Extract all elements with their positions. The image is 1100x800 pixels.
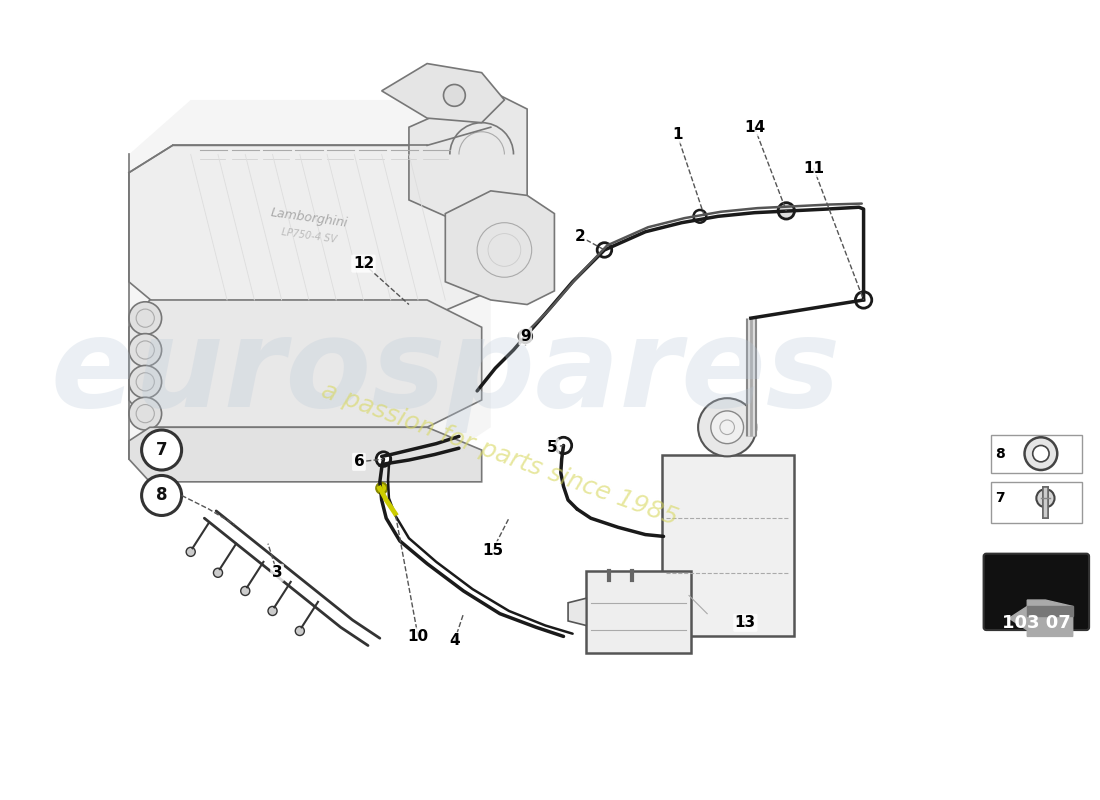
Circle shape: [556, 438, 572, 454]
Circle shape: [295, 626, 305, 635]
Polygon shape: [1009, 600, 1072, 637]
Circle shape: [693, 210, 706, 222]
Text: 8: 8: [156, 486, 167, 505]
Text: 6: 6: [353, 454, 364, 470]
Circle shape: [129, 334, 162, 366]
FancyBboxPatch shape: [991, 434, 1081, 473]
Circle shape: [443, 85, 465, 106]
Polygon shape: [129, 300, 482, 427]
Text: 9: 9: [520, 329, 530, 344]
Circle shape: [519, 330, 531, 342]
Circle shape: [856, 292, 872, 308]
Polygon shape: [662, 454, 793, 637]
Circle shape: [241, 586, 250, 595]
Circle shape: [129, 302, 162, 334]
Text: 3: 3: [272, 566, 283, 580]
Polygon shape: [129, 146, 491, 318]
Polygon shape: [586, 571, 691, 653]
Circle shape: [1033, 446, 1049, 462]
Circle shape: [129, 398, 162, 430]
Circle shape: [186, 547, 196, 556]
Circle shape: [142, 430, 182, 470]
Circle shape: [142, 475, 182, 515]
Circle shape: [711, 411, 744, 444]
Polygon shape: [409, 91, 527, 236]
Circle shape: [268, 606, 277, 615]
Polygon shape: [129, 100, 491, 482]
Text: LP750-4 SV: LP750-4 SV: [280, 227, 338, 245]
Text: 7: 7: [156, 441, 167, 459]
FancyBboxPatch shape: [991, 482, 1081, 522]
Polygon shape: [129, 427, 482, 482]
Circle shape: [778, 202, 794, 219]
Text: 15: 15: [482, 542, 503, 558]
Text: eurospares: eurospares: [51, 312, 840, 434]
Polygon shape: [1027, 606, 1072, 615]
Text: a passion for parts since 1985: a passion for parts since 1985: [318, 378, 682, 530]
Text: 8: 8: [996, 446, 1005, 461]
Circle shape: [376, 482, 387, 494]
Text: Lamborghini: Lamborghini: [270, 206, 349, 230]
Polygon shape: [382, 63, 505, 122]
Circle shape: [129, 366, 162, 398]
Text: 13: 13: [735, 615, 756, 630]
Circle shape: [1024, 438, 1057, 470]
Text: 7: 7: [996, 491, 1005, 506]
Text: 12: 12: [353, 256, 374, 271]
Circle shape: [698, 398, 757, 456]
Text: 4: 4: [449, 634, 460, 649]
Text: 10: 10: [407, 629, 429, 644]
Circle shape: [376, 452, 390, 466]
Text: 11: 11: [803, 161, 824, 176]
Text: 14: 14: [744, 120, 764, 134]
Circle shape: [597, 242, 612, 258]
Polygon shape: [568, 598, 586, 626]
Circle shape: [1036, 489, 1055, 507]
Polygon shape: [446, 191, 554, 305]
Circle shape: [213, 568, 222, 578]
Text: 103 07: 103 07: [1002, 614, 1070, 632]
Text: 2: 2: [574, 229, 585, 244]
Text: 5: 5: [548, 440, 558, 454]
Text: 1: 1: [672, 127, 682, 142]
FancyBboxPatch shape: [983, 554, 1089, 630]
